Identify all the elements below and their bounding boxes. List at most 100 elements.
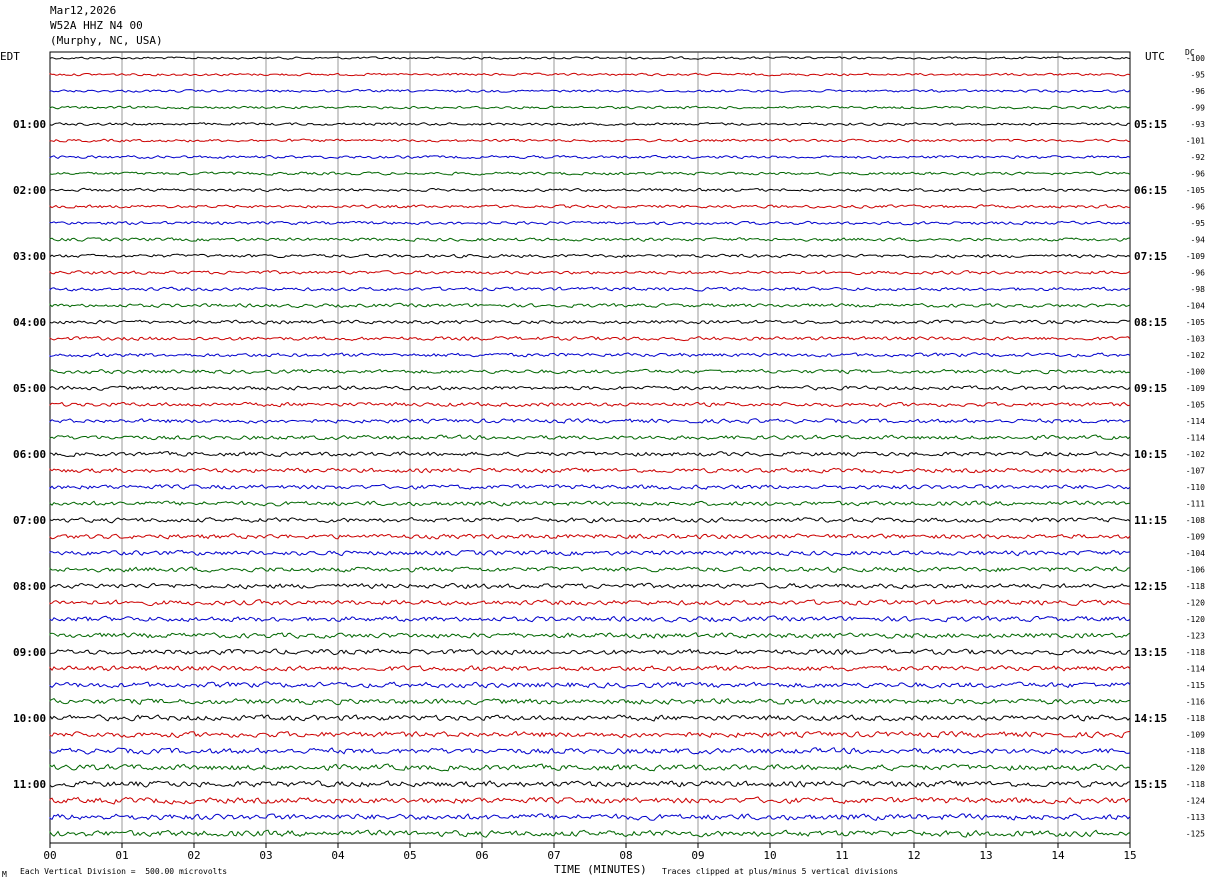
dc-offset-label: -96 [1191,170,1206,179]
dc-offset-label: -100 [1186,54,1205,63]
x-tick-label: 11 [835,849,848,862]
trace-line [49,829,1131,838]
right-hour-label: 14:15 [1134,712,1168,725]
trace-line [49,154,1131,160]
dc-offset-label: -103 [1186,335,1205,344]
dc-offset-label: -101 [1186,137,1205,146]
x-tick-label: 03 [259,849,272,862]
trace-line [49,599,1131,607]
trace-line [49,780,1131,788]
trace-line [49,615,1131,623]
dc-offset-label: -120 [1186,599,1205,608]
left-hour-label: 08:00 [13,580,47,593]
left-hour-label: 10:00 [13,712,47,725]
trace-line [49,533,1131,540]
x-tick-label: 00 [43,849,56,862]
trace-line [49,434,1131,441]
dc-offset-label: -118 [1186,714,1205,723]
trace-line [49,516,1131,524]
x-tick-label: 06 [475,849,488,862]
trace-line [49,286,1131,292]
dc-offset-label: -109 [1186,731,1205,740]
dc-offset-label: -104 [1186,549,1205,558]
trace-line [49,648,1131,656]
x-tick-label: 15 [1123,849,1136,862]
dc-offset-label: -108 [1186,516,1205,525]
trace-line [49,698,1131,706]
dc-offset-label: -107 [1186,467,1205,476]
x-tick-label: 14 [1051,849,1065,862]
right-hour-label: 05:15 [1134,118,1168,131]
trace-line [49,632,1131,639]
trace-line [49,401,1131,408]
x-tick-label: 02 [187,849,200,862]
trace-line [49,220,1131,226]
trace-line [49,582,1131,590]
trace-line [49,122,1131,127]
dc-label: DC [1185,48,1195,57]
trace-line [49,187,1131,193]
corner-mark: M [2,870,7,879]
right-timezone-label: UTC [1145,50,1165,63]
trace-line [49,56,1131,60]
right-hour-label: 13:15 [1134,646,1168,659]
trace-line [49,714,1131,722]
dc-offset-label: -109 [1186,533,1205,542]
dc-offset-label: -106 [1186,566,1205,575]
dc-offset-label: -109 [1186,252,1205,261]
x-axis-title: TIME (MINUTES) [554,863,647,876]
x-tick-label: 04 [331,849,345,862]
dc-offset-label: -96 [1191,269,1206,278]
trace-line [49,813,1131,822]
dc-offset-label: -105 [1186,186,1205,195]
trace-line [49,763,1131,772]
dc-offset-label: -118 [1186,747,1205,756]
x-tick-label: 01 [115,849,128,862]
trace-line [49,88,1131,93]
dc-offset-label: -98 [1191,285,1206,294]
dc-offset-label: -100 [1186,368,1205,377]
left-hour-label: 03:00 [13,250,47,263]
dc-offset-label: -115 [1186,681,1205,690]
dc-offset-label: -96 [1191,203,1206,212]
dc-offset-label: -125 [1186,830,1205,839]
left-hour-label: 06:00 [13,448,47,461]
trace-line [49,319,1131,325]
dc-offset-label: -94 [1191,236,1206,245]
x-tick-label: 13 [979,849,992,862]
trace-line [49,72,1131,77]
trace-line [49,171,1131,176]
trace-line [49,450,1131,458]
dc-offset-label: -105 [1186,318,1205,327]
dc-offset-label: -118 [1186,582,1205,591]
right-hour-label: 07:15 [1134,250,1168,263]
clip-note: Traces clipped at plus/minus 5 vertical … [662,867,899,876]
trace-line [49,302,1131,309]
dc-offset-label: -113 [1186,813,1205,822]
trace-line [49,204,1131,209]
left-hour-label: 11:00 [13,778,47,791]
x-tick-label: 10 [763,849,776,862]
dc-offset-label: -96 [1191,87,1206,96]
x-tick-label: 08 [619,849,632,862]
dc-offset-label: -123 [1186,632,1205,641]
left-hour-label: 04:00 [13,316,47,329]
trace-line [49,483,1131,490]
trace-line [49,796,1131,805]
x-axis-ticks: 00 01 02 03 04 05 06 07 08 09 10 11 12 13 14 15 [43,843,1137,862]
trace-line [49,665,1131,672]
dc-offset-label: -104 [1186,302,1205,311]
dc-offset-label: -114 [1186,434,1205,443]
trace-line [49,138,1131,143]
dc-offset-label: -95 [1191,71,1206,80]
left-hour-label: 05:00 [13,382,47,395]
dc-offset-label: -116 [1186,698,1205,707]
x-tick-label: 07 [547,849,560,862]
x-tick-label: 09 [691,849,704,862]
right-hour-label: 12:15 [1134,580,1168,593]
header-date: Mar12,2026 [50,4,117,17]
vertical-division-note: Each Vertical Division = 500.00 microvol… [20,867,228,876]
left-hour-label: 01:00 [13,118,47,131]
dc-offset-label: -93 [1191,120,1206,129]
